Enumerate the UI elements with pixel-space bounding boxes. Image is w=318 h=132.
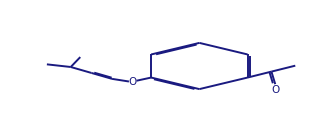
Text: O: O [128,77,137,86]
Text: O: O [271,85,280,95]
